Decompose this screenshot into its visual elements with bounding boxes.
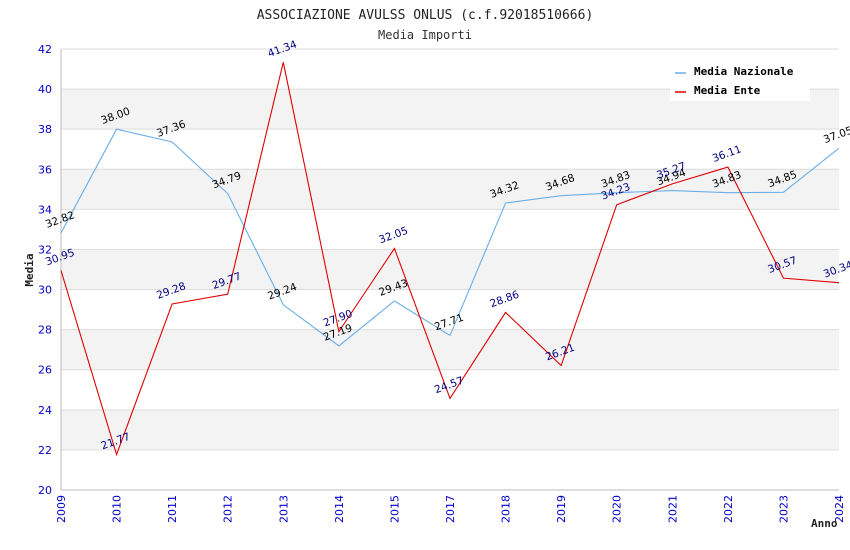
legend-label-nazionale: Media Nazionale <box>694 65 794 78</box>
data-label: 36.11 <box>711 143 743 165</box>
grid-band <box>61 169 839 210</box>
y-tick-labels: 20 22 24 26 28 30 32 34 36 38 40 42 <box>38 43 52 497</box>
data-label: 24.57 <box>433 375 465 397</box>
legend-label-ente: Media Ente <box>694 84 761 97</box>
y-tick-label: 32 <box>38 243 52 256</box>
y-tick-label: 30 <box>38 284 52 297</box>
x-tick-label: 2022 <box>722 495 735 523</box>
x-tick-label: 2019 <box>555 495 568 523</box>
x-tick-label: 2021 <box>666 495 679 523</box>
y-tick-label: 34 <box>38 203 52 216</box>
x-tick-label: 2020 <box>611 495 624 523</box>
x-tick-label: 2011 <box>166 495 179 523</box>
y-tick-label: 36 <box>38 163 52 176</box>
y-tick-label: 22 <box>38 444 52 457</box>
x-tick-labels: 2009 2010 2011 2012 2013 2014 2015 2017 2018 2019… <box>55 495 846 523</box>
data-label: 28.86 <box>488 289 521 311</box>
y-tick-label: 20 <box>38 484 52 497</box>
grid-band <box>61 249 839 290</box>
x-tick-label: 2023 <box>777 495 790 523</box>
x-tick-label: 2017 <box>444 495 457 523</box>
legend: Media Nazionale Media Ente <box>670 59 810 101</box>
grid-band <box>61 409 839 450</box>
x-tick-label: 2013 <box>277 495 290 523</box>
axes <box>60 49 839 491</box>
legend-box <box>670 59 810 101</box>
series-line-nazionale <box>60 128 840 347</box>
series-lines <box>60 62 840 457</box>
y-axis-label: Media <box>23 253 36 286</box>
chart-subtitle: Media Importi <box>378 28 472 42</box>
x-tick-label: 2024 <box>833 495 846 523</box>
y-tick-label: 38 <box>38 123 52 136</box>
x-tick-label: 2015 <box>388 495 401 523</box>
x-tick-label: 2009 <box>55 495 68 523</box>
y-tick-label: 26 <box>38 364 52 377</box>
y-tick-label: 40 <box>38 83 52 96</box>
x-tick-label: 2010 <box>111 495 124 523</box>
grid-band <box>61 329 839 370</box>
x-tick-label: 2012 <box>222 495 235 523</box>
x-axis-label: Anno <box>811 517 838 530</box>
data-label: 32.05 <box>377 225 409 247</box>
series-line-ente <box>60 62 840 457</box>
data-label: 41.34 <box>266 38 299 60</box>
chart-title: ASSOCIAZIONE AVULSS ONLUS (c.f.920185106… <box>257 8 594 23</box>
y-tick-label: 42 <box>38 43 52 56</box>
x-tick-label: 2018 <box>500 495 513 523</box>
y-tick-label: 28 <box>38 324 52 337</box>
y-tick-label: 24 <box>38 404 52 417</box>
grid-bands <box>61 89 839 450</box>
x-tick-label: 2014 <box>333 495 346 523</box>
